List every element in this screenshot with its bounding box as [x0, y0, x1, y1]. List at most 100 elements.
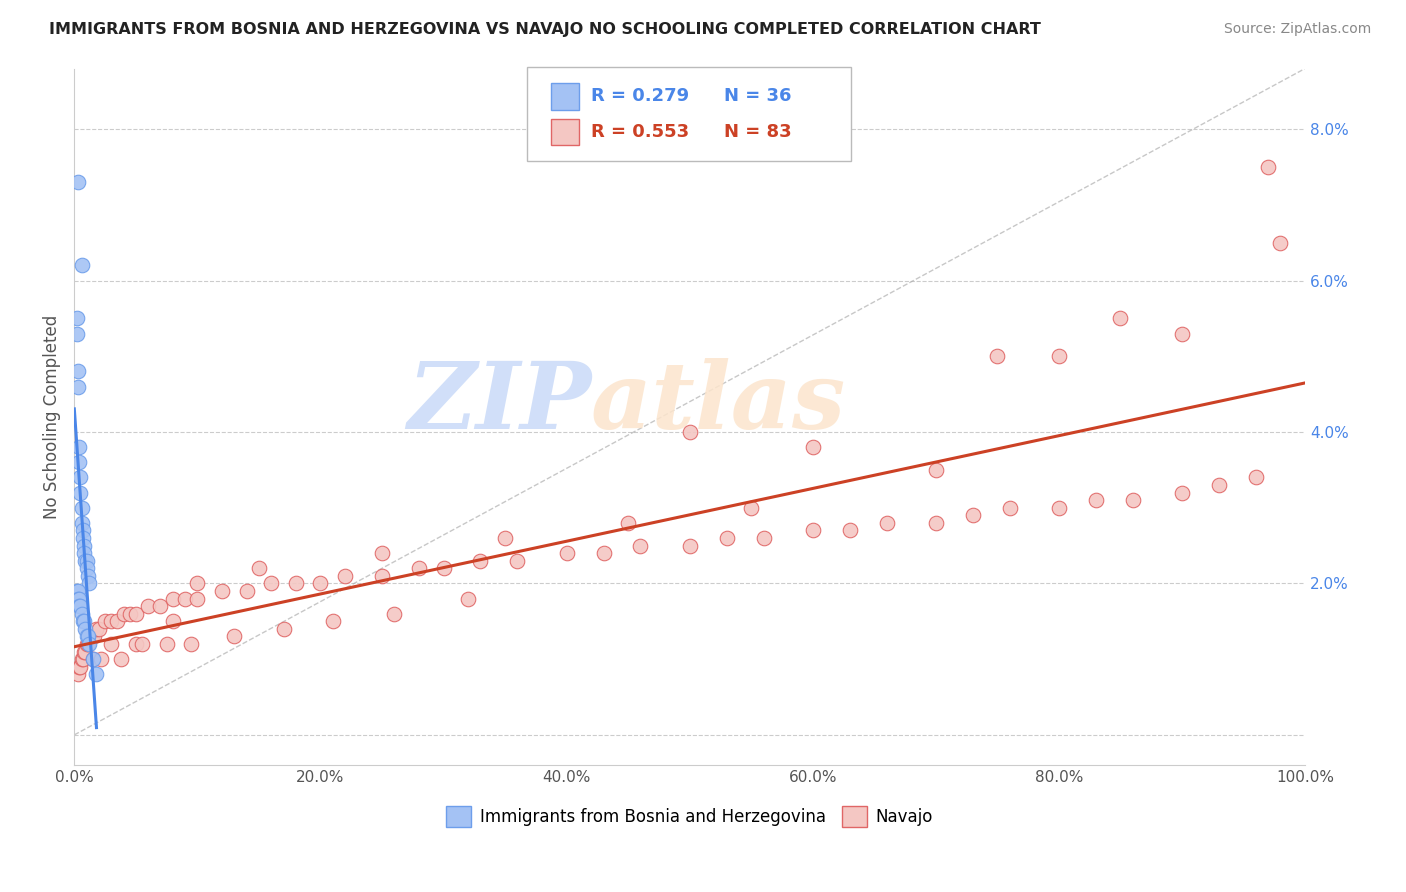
Point [69, 470, 91, 484]
Point [76, 561, 98, 575]
Point [70, 607, 93, 621]
Point [309, 576, 332, 591]
Point [131, 637, 153, 651]
Point [69, 659, 91, 673]
Point [70, 500, 93, 515]
Point [679, 425, 702, 439]
Point [432, 561, 454, 575]
Point [87, 622, 110, 636]
Point [73, 615, 96, 629]
Point [752, 531, 775, 545]
Point [211, 584, 233, 599]
Point [70, 652, 93, 666]
Point [470, 554, 492, 568]
Point [73, 644, 96, 658]
Y-axis label: No Schooling Completed: No Schooling Completed [44, 315, 60, 519]
Point [136, 599, 159, 614]
Point [801, 440, 824, 454]
Point [86, 622, 108, 636]
Point [1171, 485, 1194, 500]
Text: atlas: atlas [592, 358, 846, 448]
Point [75, 622, 97, 636]
Point [149, 599, 172, 614]
Point [66, 326, 89, 341]
Point [73, 539, 96, 553]
Point [86, 667, 108, 681]
Point [408, 561, 430, 575]
Point [180, 637, 202, 651]
Point [224, 630, 246, 644]
Point [80, 630, 103, 644]
Point [69, 485, 91, 500]
Point [998, 500, 1021, 515]
Point [82, 652, 104, 666]
Point [67, 591, 90, 606]
Legend: Immigrants from Bosnia and Herzegovina, Navajo: Immigrants from Bosnia and Herzegovina, … [440, 800, 939, 833]
Point [76, 637, 98, 651]
Point [740, 500, 762, 515]
Point [371, 569, 394, 583]
Point [77, 576, 100, 591]
Text: R = 0.279: R = 0.279 [591, 87, 689, 105]
Point [630, 539, 652, 553]
Text: R = 0.553: R = 0.553 [591, 123, 689, 141]
Point [186, 576, 208, 591]
Point [67, 455, 90, 469]
Point [156, 637, 179, 651]
Point [1270, 235, 1292, 250]
Point [617, 516, 640, 530]
Point [72, 652, 94, 666]
Point [76, 554, 98, 568]
Text: Source: ZipAtlas.com: Source: ZipAtlas.com [1223, 22, 1371, 37]
Point [76, 637, 98, 651]
Point [162, 591, 184, 606]
Point [105, 615, 128, 629]
Point [382, 607, 405, 621]
Point [66, 311, 89, 326]
Point [110, 652, 132, 666]
Point [100, 615, 122, 629]
Point [174, 591, 197, 606]
Point [69, 599, 91, 614]
Point [73, 546, 96, 560]
Point [506, 554, 529, 568]
Text: N = 83: N = 83 [724, 123, 792, 141]
Point [66, 364, 89, 378]
Point [260, 576, 283, 591]
Point [925, 463, 948, 477]
Point [76, 569, 98, 583]
Point [112, 607, 135, 621]
Point [100, 637, 122, 651]
Point [838, 524, 860, 538]
Point [284, 576, 307, 591]
Point [679, 539, 702, 553]
Point [125, 607, 148, 621]
Point [247, 561, 270, 575]
Point [371, 546, 394, 560]
Point [75, 554, 97, 568]
Point [1047, 500, 1070, 515]
Point [1257, 160, 1279, 174]
Point [67, 440, 90, 454]
Point [333, 569, 356, 583]
Point [66, 591, 89, 606]
Point [592, 546, 614, 560]
Point [162, 615, 184, 629]
Point [716, 531, 738, 545]
Point [986, 349, 1008, 363]
Point [70, 516, 93, 530]
Point [1208, 478, 1230, 492]
Point [83, 630, 105, 644]
Point [76, 630, 98, 644]
Point [66, 379, 89, 393]
Point [77, 637, 100, 651]
Point [94, 615, 117, 629]
Point [82, 652, 104, 666]
Text: ZIP: ZIP [406, 358, 592, 448]
Point [75, 644, 97, 658]
Point [555, 546, 578, 560]
Point [962, 508, 984, 523]
Point [90, 652, 112, 666]
Point [1109, 311, 1132, 326]
Point [1122, 493, 1144, 508]
